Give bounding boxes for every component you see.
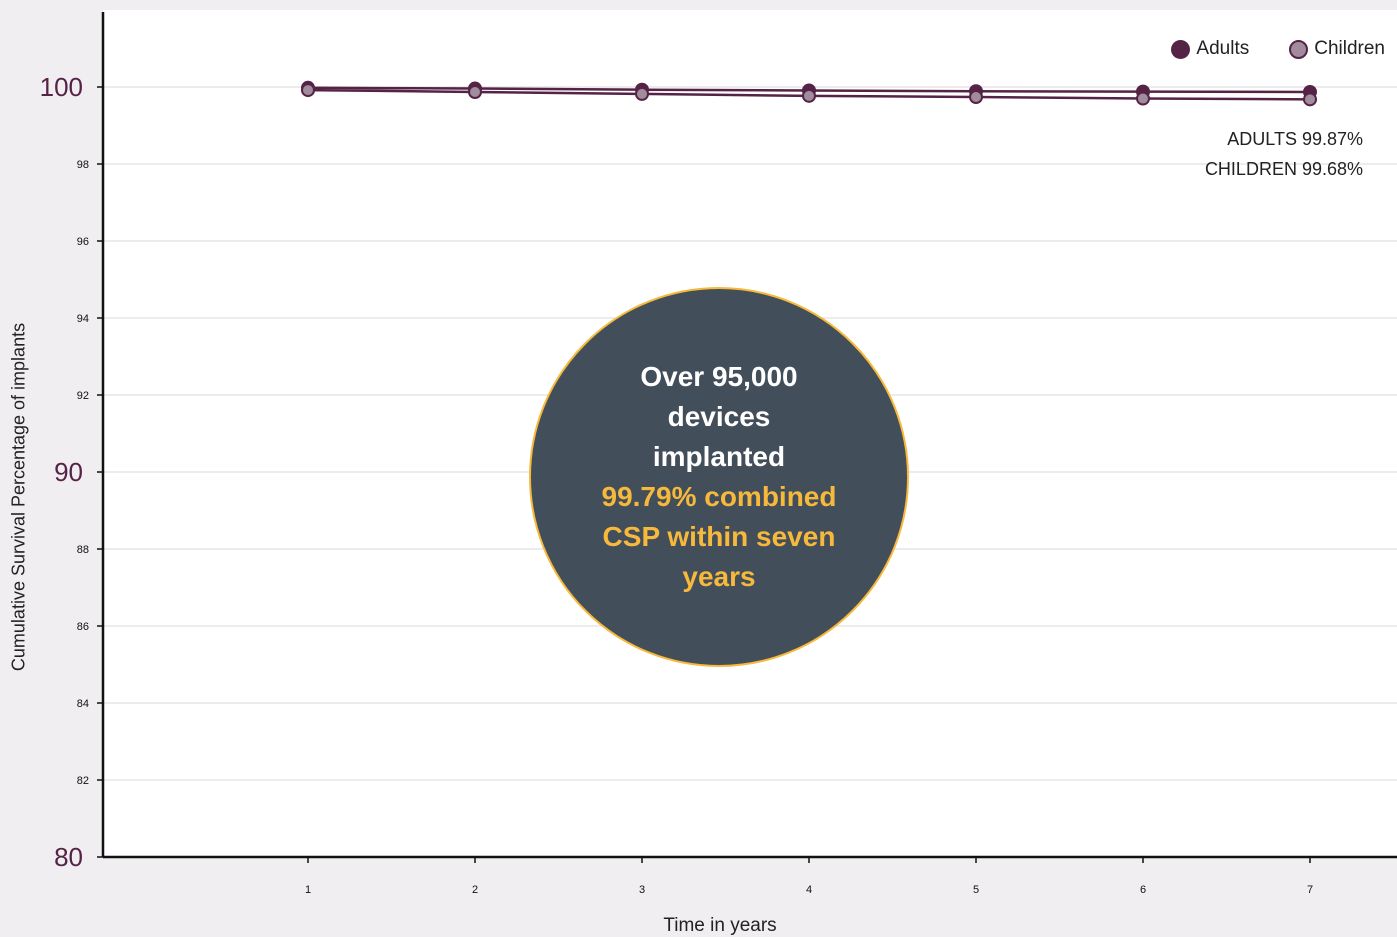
legend-swatch-children [1289,39,1309,59]
y-tick-label-96: 96 [77,236,89,248]
y-tick-labels: 80 82 84 86 88 90 92 94 96 98 100 [40,72,89,872]
point-children-7 [1303,92,1317,107]
summary-children: CHILDREN 99.68% [1204,159,1363,179]
x-tick-label-4: 4 [806,884,812,896]
point-children-3 [635,86,649,101]
y-tick-label-88: 88 [77,544,89,556]
point-children-2 [468,85,482,100]
y-tick-label-90: 90 [54,457,83,487]
callout-bubble: Over 95,000 devices implanted 99.79% com… [529,287,909,667]
series-children [301,83,1317,107]
legend-label-adults: Adults [1196,38,1250,59]
x-tick-label-6: 6 [1140,884,1146,896]
axes [97,12,1397,863]
x-tick-label-5: 5 [973,884,979,896]
callout-csp-text: 99.79% combined CSP within seven years [601,481,837,592]
legend-label-children: Children [1314,38,1385,59]
point-children-4 [802,88,816,103]
x-tick-label-3: 3 [639,884,645,896]
series-layer [301,80,1317,107]
x-tick-label-2: 2 [472,884,478,896]
point-children-6 [1136,91,1150,106]
x-tick-labels: 1 2 3 4 5 6 7 [305,884,1313,896]
y-axis-label: Cumulative Survival Percentage of implan… [8,322,29,672]
summary-annotation: ADULTS 99.87% CHILDREN 99.68% [1205,124,1363,184]
y-tick-label-94: 94 [77,313,89,325]
y-tick-label-98: 98 [77,159,89,171]
y-tick-label-80: 80 [54,842,83,872]
y-tick-label-100: 100 [40,72,83,102]
x-axis-label: Time in years [663,915,777,936]
point-children-1 [301,83,315,98]
y-tick-label-86: 86 [77,621,89,633]
y-tick-label-84: 84 [77,698,89,710]
x-tick-label-1: 1 [305,884,311,896]
legend-item-adults: Adults [1171,38,1249,60]
legend-swatch-adults [1171,39,1191,59]
point-children-5 [969,90,983,105]
y-tick-label-82: 82 [77,775,89,787]
y-tick-label-92: 92 [77,390,89,402]
x-tick-label-7: 7 [1307,884,1313,896]
summary-adults: ADULTS 99.87% [1227,129,1363,149]
legend-item-children: Children [1289,38,1385,60]
callout-devices-text: Over 95,000 devices implanted [640,361,798,472]
legend: Adults Children [1171,38,1385,60]
